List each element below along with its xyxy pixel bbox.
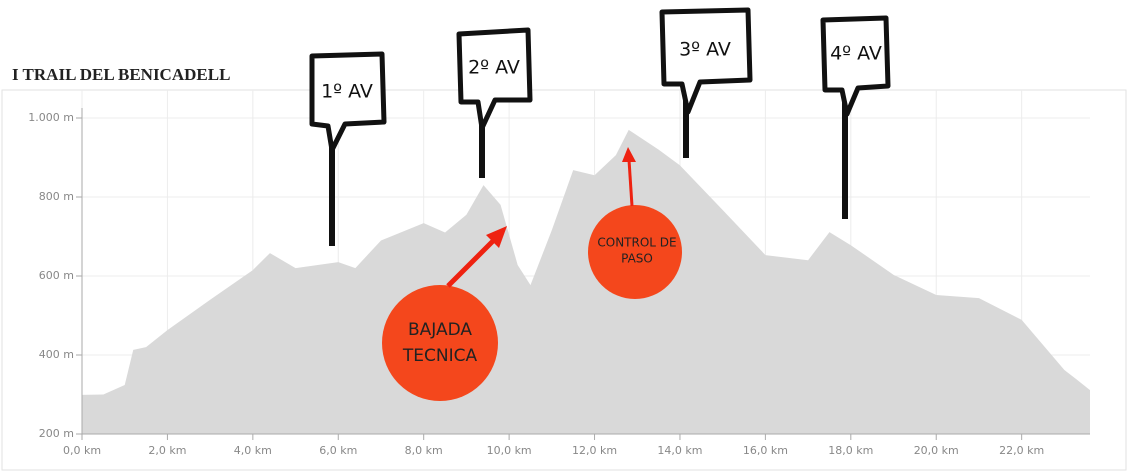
callout-blob bbox=[588, 205, 682, 299]
x-tick-label: 4,0 km bbox=[234, 444, 272, 457]
sign bbox=[820, 15, 891, 117]
plot: 200 m 400 m 600 m 800 m 1.000 m 0,0 km 2,0 km 4… bbox=[28, 90, 1090, 457]
arrow-head bbox=[622, 147, 636, 162]
sign-label: 1º AV bbox=[321, 81, 373, 103]
sign bbox=[309, 51, 387, 153]
x-tick-label: 16,0 km bbox=[743, 444, 788, 457]
y-tick-label: 600 m bbox=[39, 269, 74, 282]
callout-blob bbox=[382, 285, 498, 401]
x-tick-label: 0,0 km bbox=[63, 444, 101, 457]
x-tick-label: 12,0 km bbox=[572, 444, 617, 457]
x-tick-label: 6,0 km bbox=[319, 444, 357, 457]
arrow bbox=[446, 234, 500, 288]
callout-text: BAJADA bbox=[408, 320, 472, 340]
sign bbox=[659, 7, 753, 115]
plot-frame bbox=[1, 89, 1127, 471]
sign bbox=[456, 27, 533, 131]
y-tick-label: 200 m bbox=[39, 427, 74, 440]
y-tick-label: 1.000 m bbox=[28, 111, 74, 124]
arrow-head bbox=[486, 226, 507, 248]
x-tick-label: 10,0 km bbox=[487, 444, 532, 457]
x-tick-label: 8,0 km bbox=[405, 444, 443, 457]
callout-text: PASO bbox=[621, 252, 653, 266]
sign-label: 3º AV bbox=[679, 39, 731, 61]
x-tick-label: 22,0 km bbox=[999, 444, 1044, 457]
chart-title: I TRAIL DEL BENICADELL bbox=[12, 65, 230, 84]
arrow bbox=[627, 159, 634, 207]
y-tick-label: 400 m bbox=[39, 348, 74, 361]
sign-label: 2º AV bbox=[468, 57, 520, 79]
sign-label: 4º AV bbox=[830, 43, 882, 65]
x-tick-label: 18,0 km bbox=[828, 444, 873, 457]
elevation-area bbox=[82, 129, 1090, 434]
x-tick-label: 14,0 km bbox=[657, 444, 702, 457]
callout-text: CONTROL DE bbox=[597, 236, 676, 250]
x-tick-label: 20,0 km bbox=[914, 444, 959, 457]
annotations: BAJADA TECNICA CONTROL DE PASO 1º AV 2º … bbox=[309, 7, 891, 401]
callout-text: TECNICA bbox=[402, 346, 478, 366]
x-tick-label: 2,0 km bbox=[148, 444, 186, 457]
y-tick-label: 800 m bbox=[39, 190, 74, 203]
